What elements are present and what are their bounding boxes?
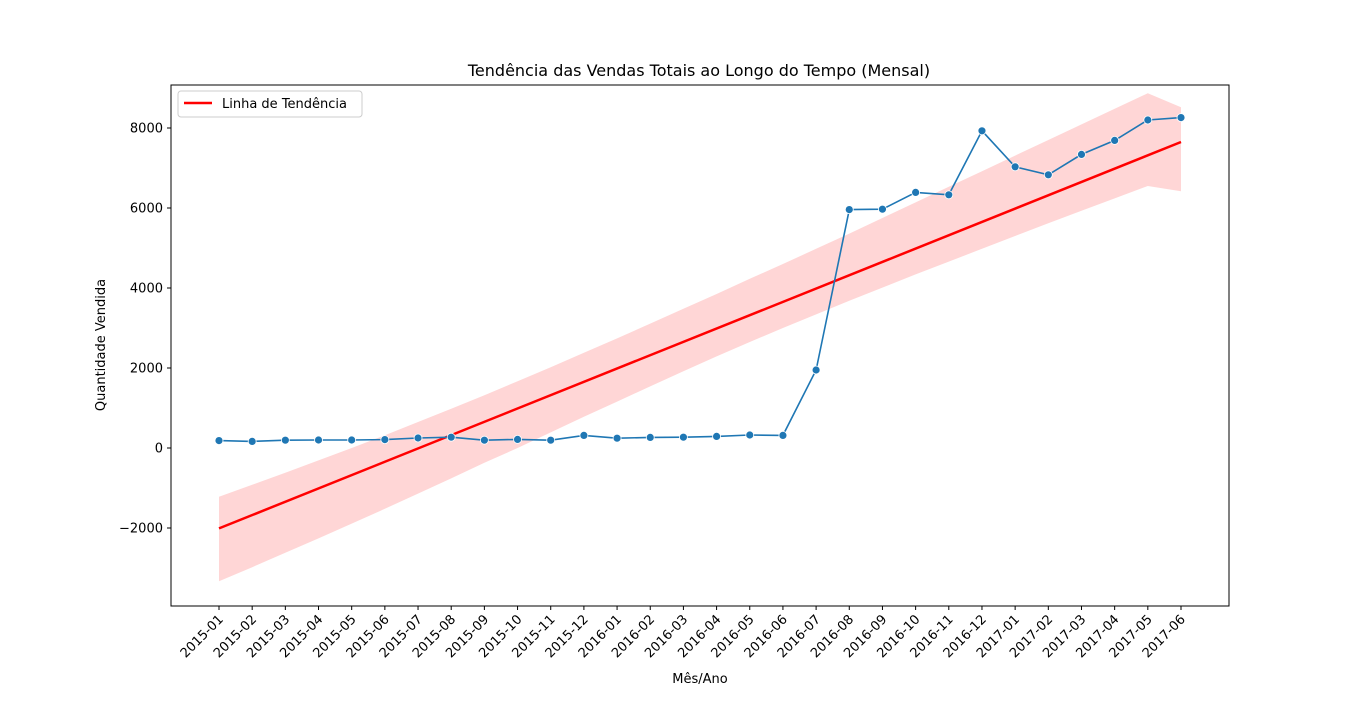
x-axis-label: Mês/Ano (672, 672, 727, 687)
confidence-band-area (219, 93, 1181, 582)
data-point-2015-12 (579, 430, 589, 440)
y-axis: −2000 0 2000 4000 6000 8000 (119, 122, 171, 537)
data-point-2015-02 (247, 436, 257, 446)
data-point-2015-01 (214, 436, 224, 446)
data-point-2016-10 (911, 187, 921, 197)
plot-area-frame (170, 84, 1230, 607)
data-point-2016-08 (844, 205, 854, 215)
y-axis-label: Quantidade Vendida (94, 279, 109, 411)
confidence-band (219, 93, 1181, 582)
legend-label-trend: Linha de Tendência (222, 97, 347, 112)
data-point-2015-06 (380, 435, 390, 445)
y-tick-label: −2000 (119, 522, 163, 537)
legend: Linha de Tendência (177, 90, 363, 118)
y-tick-label: 2000 (130, 362, 163, 377)
data-point-2016-02 (645, 432, 655, 442)
y-tick-label: 4000 (130, 282, 163, 297)
data-point-2017-05 (1143, 115, 1153, 125)
data-point-2016-11 (944, 190, 954, 200)
trend-line-layer (218, 140, 1182, 530)
data-point-2017-06 (1176, 113, 1186, 122)
series-layer (214, 113, 1186, 446)
data-point-2016-12 (977, 126, 987, 136)
trend-line (218, 140, 1182, 530)
series-line (218, 116, 1182, 443)
legend-box (177, 90, 363, 118)
chart-title: Tendência das Vendas Totais ao Longo do … (467, 61, 930, 80)
data-point-2016-01 (612, 433, 622, 443)
data-point-2015-10 (513, 434, 522, 444)
data-point-2015-11 (546, 435, 556, 445)
x-axis: 2015-012015-022015-032015-042015-052015-… (178, 606, 1189, 661)
data-point-2015-09 (479, 435, 489, 445)
data-point-2015-07 (413, 433, 423, 443)
data-point-2017-01 (1010, 162, 1020, 172)
data-point-2015-03 (280, 435, 290, 445)
data-point-2015-08 (446, 432, 456, 442)
data-point-2016-05 (745, 430, 755, 440)
y-tick-label: 8000 (130, 122, 163, 137)
data-point-2016-07 (811, 365, 821, 375)
y-tick-label: 6000 (130, 202, 163, 217)
data-point-2017-02 (1043, 170, 1053, 180)
data-point-2015-04 (314, 435, 323, 445)
data-point-2016-04 (712, 431, 721, 441)
data-point-2016-06 (778, 430, 788, 440)
data-point-2017-04 (1110, 135, 1120, 145)
y-tick-label: 0 (155, 442, 163, 457)
data-point-2015-05 (347, 435, 357, 445)
data-point-2016-03 (679, 432, 688, 442)
data-point-2017-03 (1077, 149, 1086, 159)
data-point-2016-09 (878, 204, 887, 214)
